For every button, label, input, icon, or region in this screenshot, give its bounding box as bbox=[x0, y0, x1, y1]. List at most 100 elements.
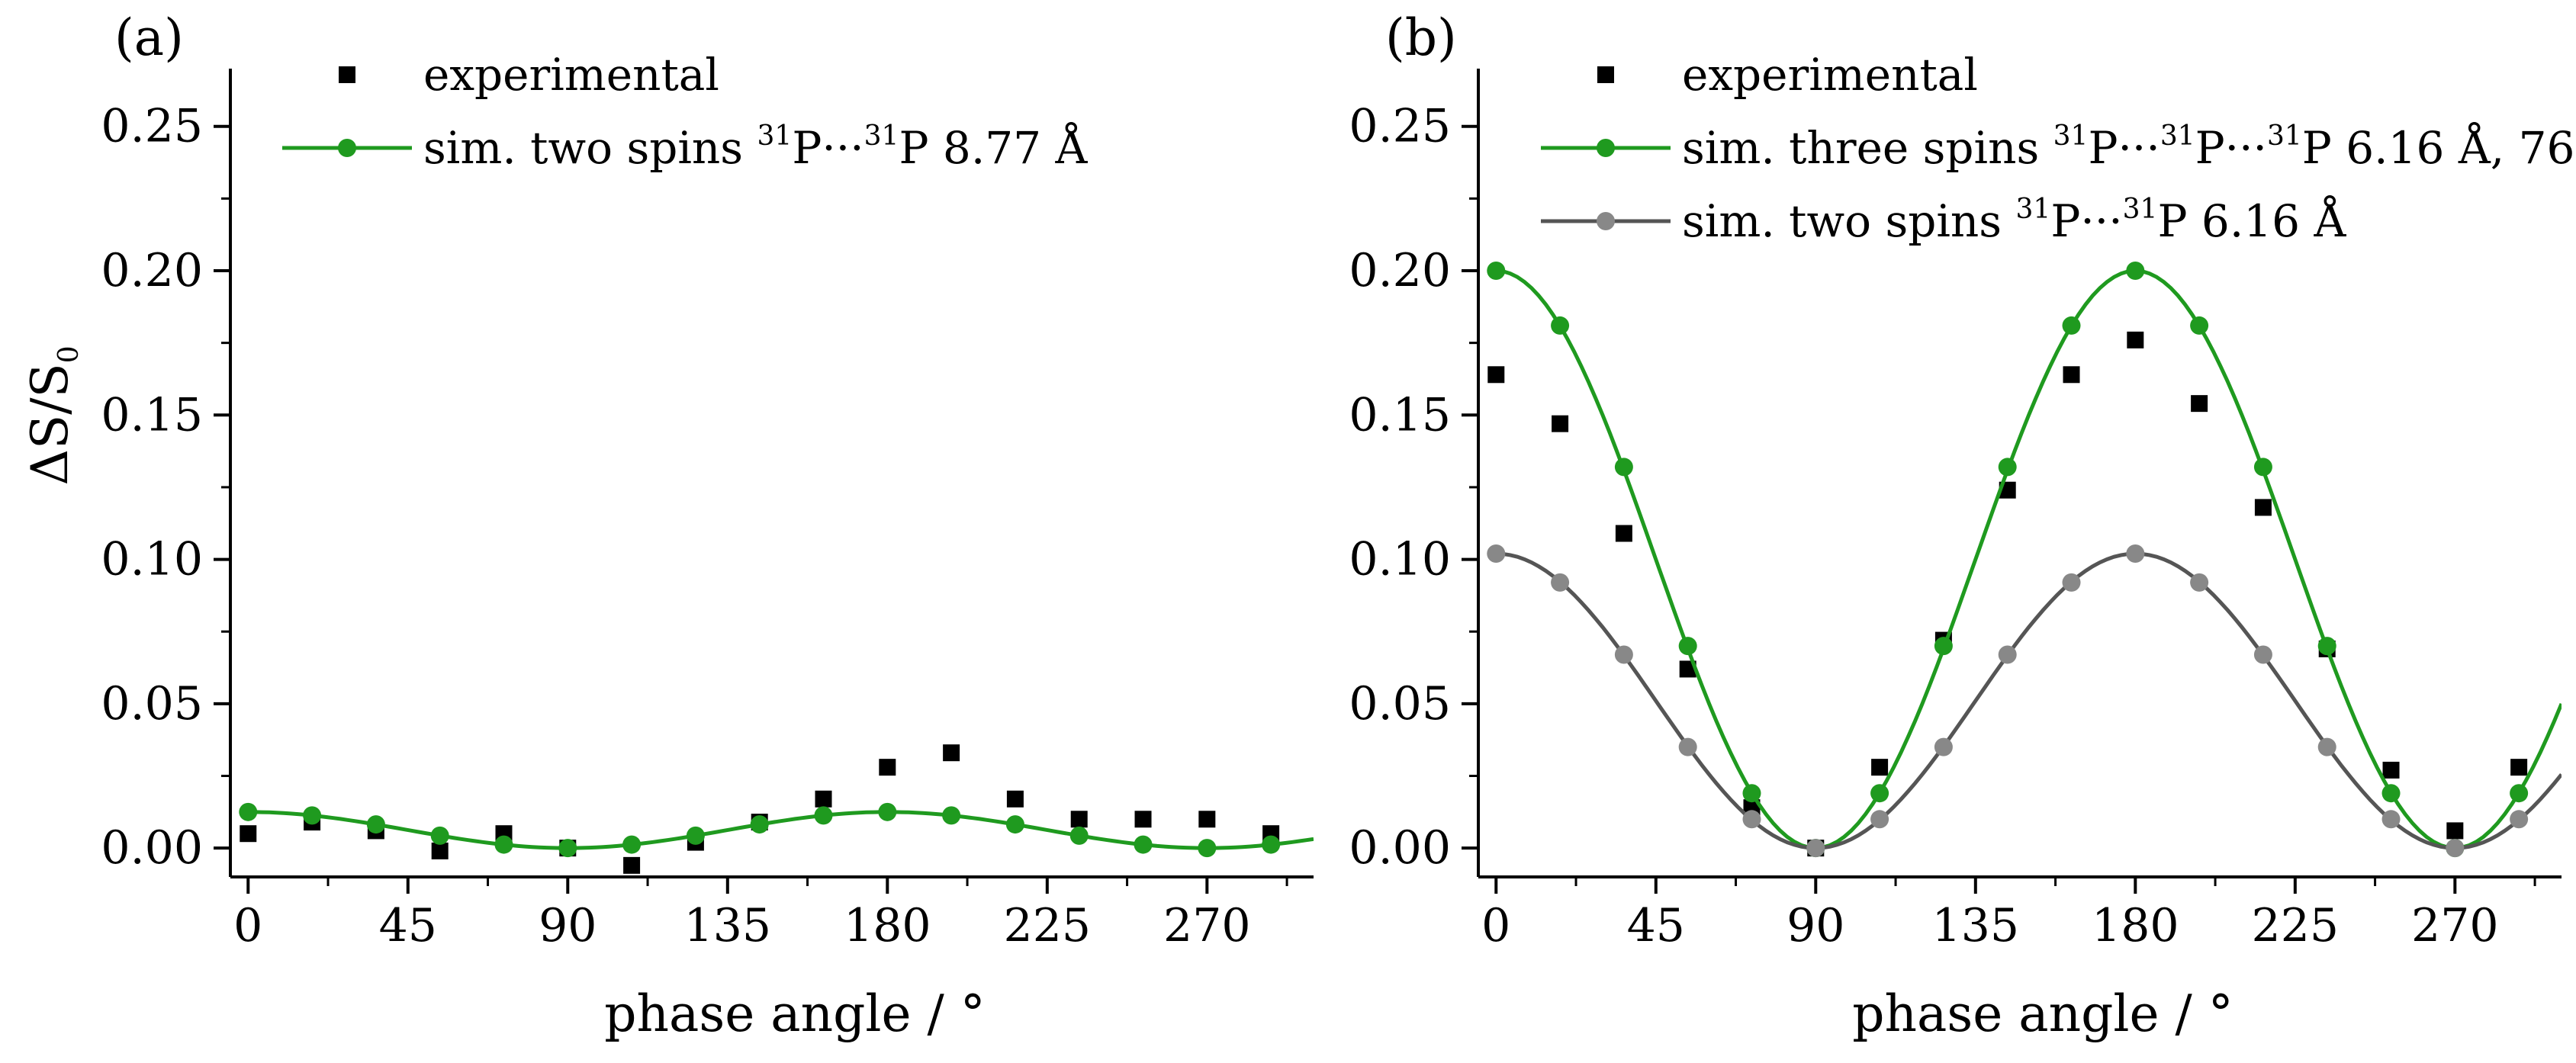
data-point-circle bbox=[2062, 573, 2081, 592]
data-point-circle bbox=[2190, 316, 2209, 335]
legend-label: sim. three spins 31P···31P···31P 6.16 Å,… bbox=[1682, 120, 2576, 174]
series-experimental bbox=[1487, 331, 2528, 857]
series-line bbox=[1496, 551, 2562, 850]
y-tick-label: 0.15 bbox=[1349, 388, 1451, 442]
x-tick-label: 90 bbox=[539, 899, 597, 952]
data-point-square bbox=[623, 856, 641, 874]
data-point-square bbox=[815, 790, 832, 808]
data-point-circle bbox=[1551, 316, 1570, 335]
legend-superscript: 31 bbox=[2160, 120, 2195, 152]
data-point-square bbox=[1615, 525, 1632, 542]
legend-text-part: P 6.16 Å bbox=[2157, 195, 2346, 247]
data-point-circle bbox=[2126, 262, 2145, 280]
data-point-circle bbox=[942, 806, 961, 825]
x-tick-label: 45 bbox=[379, 899, 437, 952]
data-point-circle bbox=[622, 835, 642, 854]
legend-text-part: P 8.77 Å bbox=[899, 122, 1088, 174]
data-point-circle bbox=[239, 802, 258, 821]
y-tick-label: 0.05 bbox=[101, 677, 203, 731]
data-point-square bbox=[879, 759, 896, 776]
legend-label: experimental bbox=[1682, 49, 1978, 101]
legend-superscript: 31 bbox=[864, 120, 899, 152]
data-point-circle bbox=[2190, 573, 2209, 592]
data-point-circle bbox=[1614, 645, 1633, 664]
data-point-circle bbox=[2446, 839, 2465, 858]
legend-entry: experimental bbox=[1597, 49, 1978, 101]
data-point-square bbox=[2254, 499, 2272, 516]
x-tick-label: 45 bbox=[1627, 899, 1685, 952]
y-tick-label: 0.20 bbox=[101, 244, 203, 297]
x-tick-label: 180 bbox=[844, 899, 931, 952]
series-simulation bbox=[1487, 544, 2562, 858]
data-point-square bbox=[2127, 331, 2144, 348]
data-point-square bbox=[2382, 761, 2400, 779]
data-point-circle bbox=[1742, 784, 1761, 803]
legend-text-part: P··· bbox=[2195, 122, 2267, 174]
legend-marker-circle bbox=[1597, 212, 1615, 230]
x-tick-label: 225 bbox=[2252, 899, 2340, 952]
data-point-circle bbox=[366, 815, 385, 834]
data-point-circle bbox=[2317, 737, 2336, 756]
y-tick-label: 0.00 bbox=[101, 821, 203, 875]
legend-text-part: P··· bbox=[2088, 122, 2160, 174]
data-point-circle bbox=[1198, 839, 1217, 858]
legend-text-part: sim. two spins bbox=[423, 122, 757, 174]
x-tick-label: 225 bbox=[1004, 899, 1092, 952]
y-tick-label: 0.10 bbox=[1349, 533, 1451, 586]
legend-superscript: 31 bbox=[2267, 120, 2302, 152]
data-point-circle bbox=[2317, 637, 2336, 656]
data-point-circle bbox=[814, 806, 833, 825]
legend-label: sim. two spins 31P···31P 8.77 Å bbox=[423, 120, 1089, 174]
legend-marker-square bbox=[339, 66, 355, 83]
data-point-circle bbox=[1870, 810, 1889, 829]
data-point-square bbox=[1006, 790, 1024, 808]
x-tick-label: 135 bbox=[684, 899, 772, 952]
data-point-circle bbox=[303, 806, 322, 825]
data-point-circle bbox=[1069, 826, 1089, 845]
data-point-square bbox=[1070, 811, 1088, 828]
data-point-square bbox=[2510, 759, 2528, 776]
legend-superscript: 31 bbox=[2123, 194, 2158, 225]
legend-label: experimental bbox=[423, 49, 719, 101]
data-point-circle bbox=[2126, 544, 2145, 563]
data-point-square bbox=[240, 825, 257, 843]
legend-marker-circle bbox=[1597, 139, 1615, 157]
x-axis-label: phase angle / ° bbox=[1852, 984, 2233, 1043]
panel-label: (b) bbox=[1385, 8, 1457, 67]
data-point-circle bbox=[1678, 637, 1697, 656]
data-point-square bbox=[2446, 822, 2464, 840]
legend-entry: sim. two spins 31P···31P 8.77 Å bbox=[282, 120, 1089, 174]
legend-marker-circle bbox=[338, 139, 356, 157]
legend-text-part: experimental bbox=[423, 49, 719, 101]
legend-marker-square bbox=[1597, 66, 1614, 83]
data-point-circle bbox=[1998, 458, 2017, 477]
panel-a: (a) 0 45 90 135 180 225 270 0.00 0.05 0.10 0.15 0.20… bbox=[101, 8, 1314, 1043]
x-tick-label: 270 bbox=[2411, 899, 2499, 952]
panel-label: (a) bbox=[114, 8, 184, 67]
y-tick-label: 0.25 bbox=[1349, 100, 1451, 153]
legend-text-part: sim. three spins bbox=[1682, 122, 2053, 174]
y-axis-label-main: ΔS/S bbox=[21, 363, 79, 485]
series-experimental bbox=[240, 744, 1280, 874]
y-tick-label: 0.20 bbox=[1349, 244, 1451, 297]
data-point-square bbox=[943, 744, 960, 762]
data-point-circle bbox=[2381, 784, 2401, 803]
legend-text-part: experimental bbox=[1682, 49, 1978, 101]
data-point-square bbox=[1198, 811, 1216, 828]
y-tick-label: 0.10 bbox=[101, 533, 203, 586]
data-point-circle bbox=[1934, 737, 1953, 756]
data-point-square bbox=[2191, 395, 2208, 413]
data-point-circle bbox=[1806, 839, 1825, 858]
panel-b: (b) 0 45 90 135 180 225 270 0.00 0.05 0.10 0.15 0.20… bbox=[1349, 8, 2576, 1043]
legend-text-part: sim. two spins bbox=[1682, 195, 2016, 247]
legend-entry: experimental bbox=[339, 49, 719, 101]
legend-superscript: 31 bbox=[2016, 194, 2051, 225]
data-point-square bbox=[1134, 811, 1152, 828]
data-point-circle bbox=[2510, 810, 2529, 829]
y-axis-label-subscript: 0 bbox=[53, 345, 85, 363]
series-line bbox=[1496, 268, 2562, 850]
legend-text-part: P 6.16 Å, 76° bbox=[2302, 122, 2576, 174]
data-point-circle bbox=[558, 839, 577, 858]
data-point-circle bbox=[2381, 810, 2401, 829]
data-point-circle bbox=[1934, 637, 1953, 656]
